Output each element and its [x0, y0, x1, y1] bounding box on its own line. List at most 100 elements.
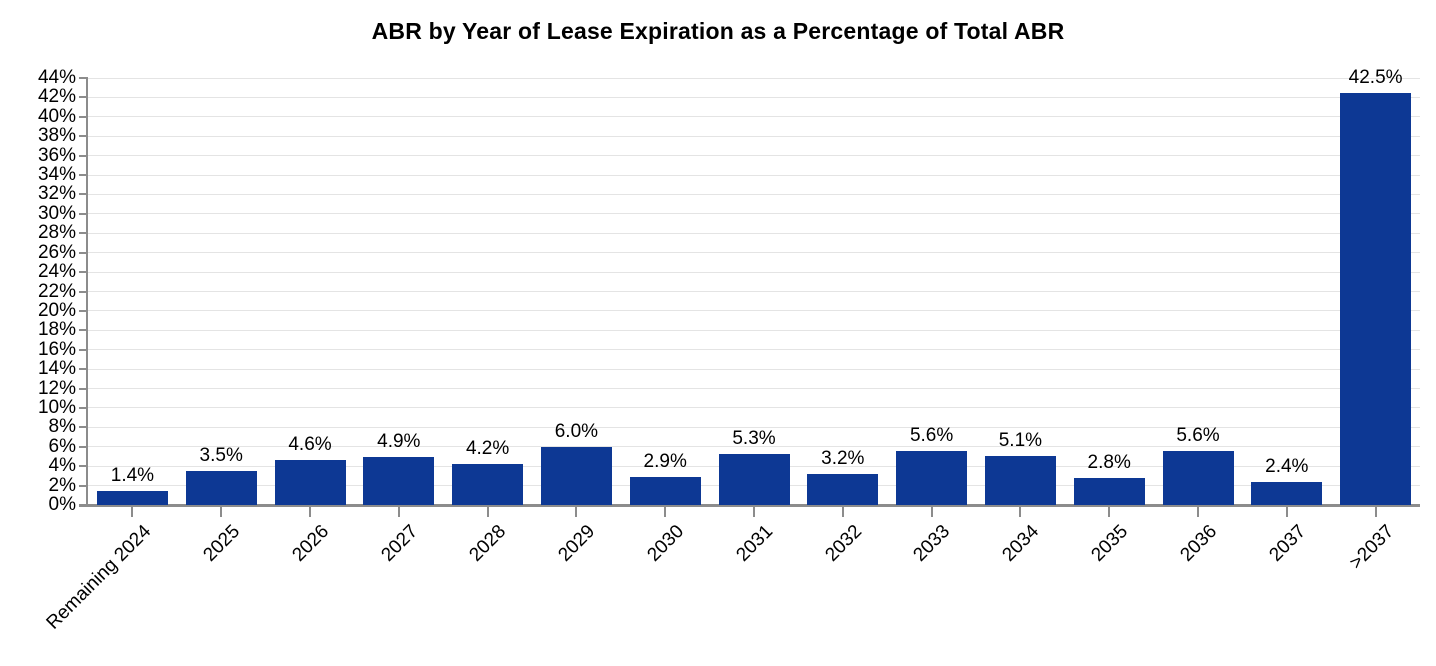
gridline: [88, 407, 1420, 409]
y-axis-tick-label: 34%: [37, 164, 76, 186]
bar-value-label: 6.0%: [554, 420, 599, 442]
y-axis-tick: [79, 426, 88, 429]
x-axis-tick: [1108, 507, 1111, 517]
x-axis-tick: [486, 507, 489, 517]
y-axis-tick: [79, 232, 88, 235]
gridline: [88, 291, 1420, 292]
y-axis-tick-label: 14%: [37, 358, 76, 380]
bar: [896, 450, 968, 505]
y-axis-tick-label: 4%: [48, 455, 76, 477]
bar-value-label: 1.4%: [110, 465, 155, 487]
gridline: [88, 329, 1420, 331]
y-axis-tick: [79, 348, 88, 351]
y-axis-tick: [79, 290, 88, 293]
y-axis-tick: [79, 484, 88, 487]
x-axis-category-label: 2030: [643, 521, 689, 566]
bar: [1251, 481, 1323, 505]
y-axis-tick-label: 22%: [37, 280, 76, 302]
bar: [1340, 92, 1412, 505]
y-axis-tick-label: 2%: [48, 474, 76, 496]
x-axis-line: [79, 504, 1420, 507]
gridline: [88, 426, 1420, 428]
gridline: [88, 388, 1420, 390]
bar: [363, 457, 435, 505]
bar-value-label: 5.6%: [1176, 424, 1220, 446]
bar-value-label: 42.5%: [1348, 66, 1403, 88]
gridline: [88, 252, 1420, 254]
y-axis-line: [86, 77, 88, 507]
bar: [540, 446, 612, 505]
y-axis-tick-label: 28%: [37, 222, 76, 244]
x-axis-tick: [841, 507, 844, 517]
y-axis-tick-label: 6%: [48, 435, 76, 457]
y-axis-tick-label: 0%: [48, 494, 76, 515]
plot-area: 0% 2% 4% 6% 8% 10% 12% 14% 16% 18% 20% 22% 24% 26% 28%…: [38, 67, 1420, 634]
x-axis-tick: [664, 507, 667, 517]
x-axis-category-label: >2037: [1345, 521, 1399, 574]
y-axis-tick-label: 42%: [37, 86, 76, 108]
y-axis-tick-label: 38%: [37, 125, 76, 147]
x-axis-category-label: 2037: [1264, 521, 1310, 566]
chart-title: ABR by Year of Lease Expiration as a Per…: [371, 18, 1065, 44]
y-axis-tick: [79, 465, 88, 468]
bar: [274, 460, 346, 505]
x-axis-tick: [397, 507, 400, 517]
y-axis-tick: [79, 251, 88, 254]
x-axis-category-label: 2035: [1087, 521, 1133, 566]
x-axis-category-label: 2036: [1176, 521, 1221, 566]
y-axis-tick-label: 44%: [37, 67, 76, 88]
x-axis-category-label: 2026: [288, 521, 333, 566]
y-axis-tick-label: 32%: [37, 183, 76, 205]
gridline: [88, 96, 1420, 98]
bar: [185, 471, 257, 505]
gridline: [88, 135, 1420, 137]
y-axis-tick-label: 26%: [37, 241, 76, 263]
y-axis-tick-label: 8%: [48, 416, 76, 438]
x-axis-category-label: 2025: [199, 521, 245, 566]
bar: [807, 473, 879, 505]
x-axis-tick: [930, 507, 933, 517]
bar: [718, 453, 790, 505]
gridline: [88, 174, 1420, 176]
y-axis-tick-label: 40%: [37, 105, 76, 127]
y-axis-tick-label: 30%: [37, 202, 76, 224]
bar: [1162, 450, 1234, 505]
gridline: [88, 349, 1420, 351]
bar-value-label: 4.6%: [288, 434, 332, 456]
y-axis-tick: [79, 406, 88, 409]
bar-value-label: 5.6%: [909, 424, 954, 446]
gridline: [88, 116, 1420, 118]
y-axis-tick: [79, 368, 88, 371]
y-axis-tick: [79, 154, 88, 157]
gridline: [88, 310, 1420, 312]
bar-value-label: 5.1%: [998, 429, 1043, 451]
bar-value-label: 2.9%: [643, 450, 687, 472]
y-axis-tick-label: 12%: [37, 377, 76, 399]
y-axis-tick: [79, 387, 88, 390]
x-axis-tick: [575, 507, 578, 517]
x-axis-tick: [309, 507, 311, 517]
bar-value-label: 2.8%: [1087, 451, 1131, 473]
y-axis-tick-label: 16%: [37, 338, 76, 360]
x-axis-category-label: 2032: [820, 521, 866, 566]
y-axis-tick: [79, 193, 88, 196]
y-axis-tick: [79, 309, 88, 312]
y-axis-tick: [79, 212, 88, 215]
gridline: [88, 368, 1420, 370]
x-axis-tick: [1019, 507, 1022, 517]
y-axis-tick: [79, 135, 88, 138]
x-axis-tick: [1374, 507, 1377, 517]
gridline: [88, 155, 1420, 157]
y-axis-tick-label: 36%: [37, 144, 76, 166]
gridline: [88, 77, 1420, 79]
x-axis-category-label: 2028: [465, 521, 511, 566]
y-axis-tick-label: 20%: [37, 299, 76, 321]
gridline: [88, 271, 1420, 273]
x-axis-category-label: 2031: [732, 521, 777, 566]
bar-value-label: 5.3%: [732, 427, 776, 449]
bar: [984, 455, 1056, 505]
y-axis-tick: [79, 271, 88, 274]
bar: [629, 476, 701, 505]
y-axis-tick-label: 24%: [37, 261, 76, 283]
